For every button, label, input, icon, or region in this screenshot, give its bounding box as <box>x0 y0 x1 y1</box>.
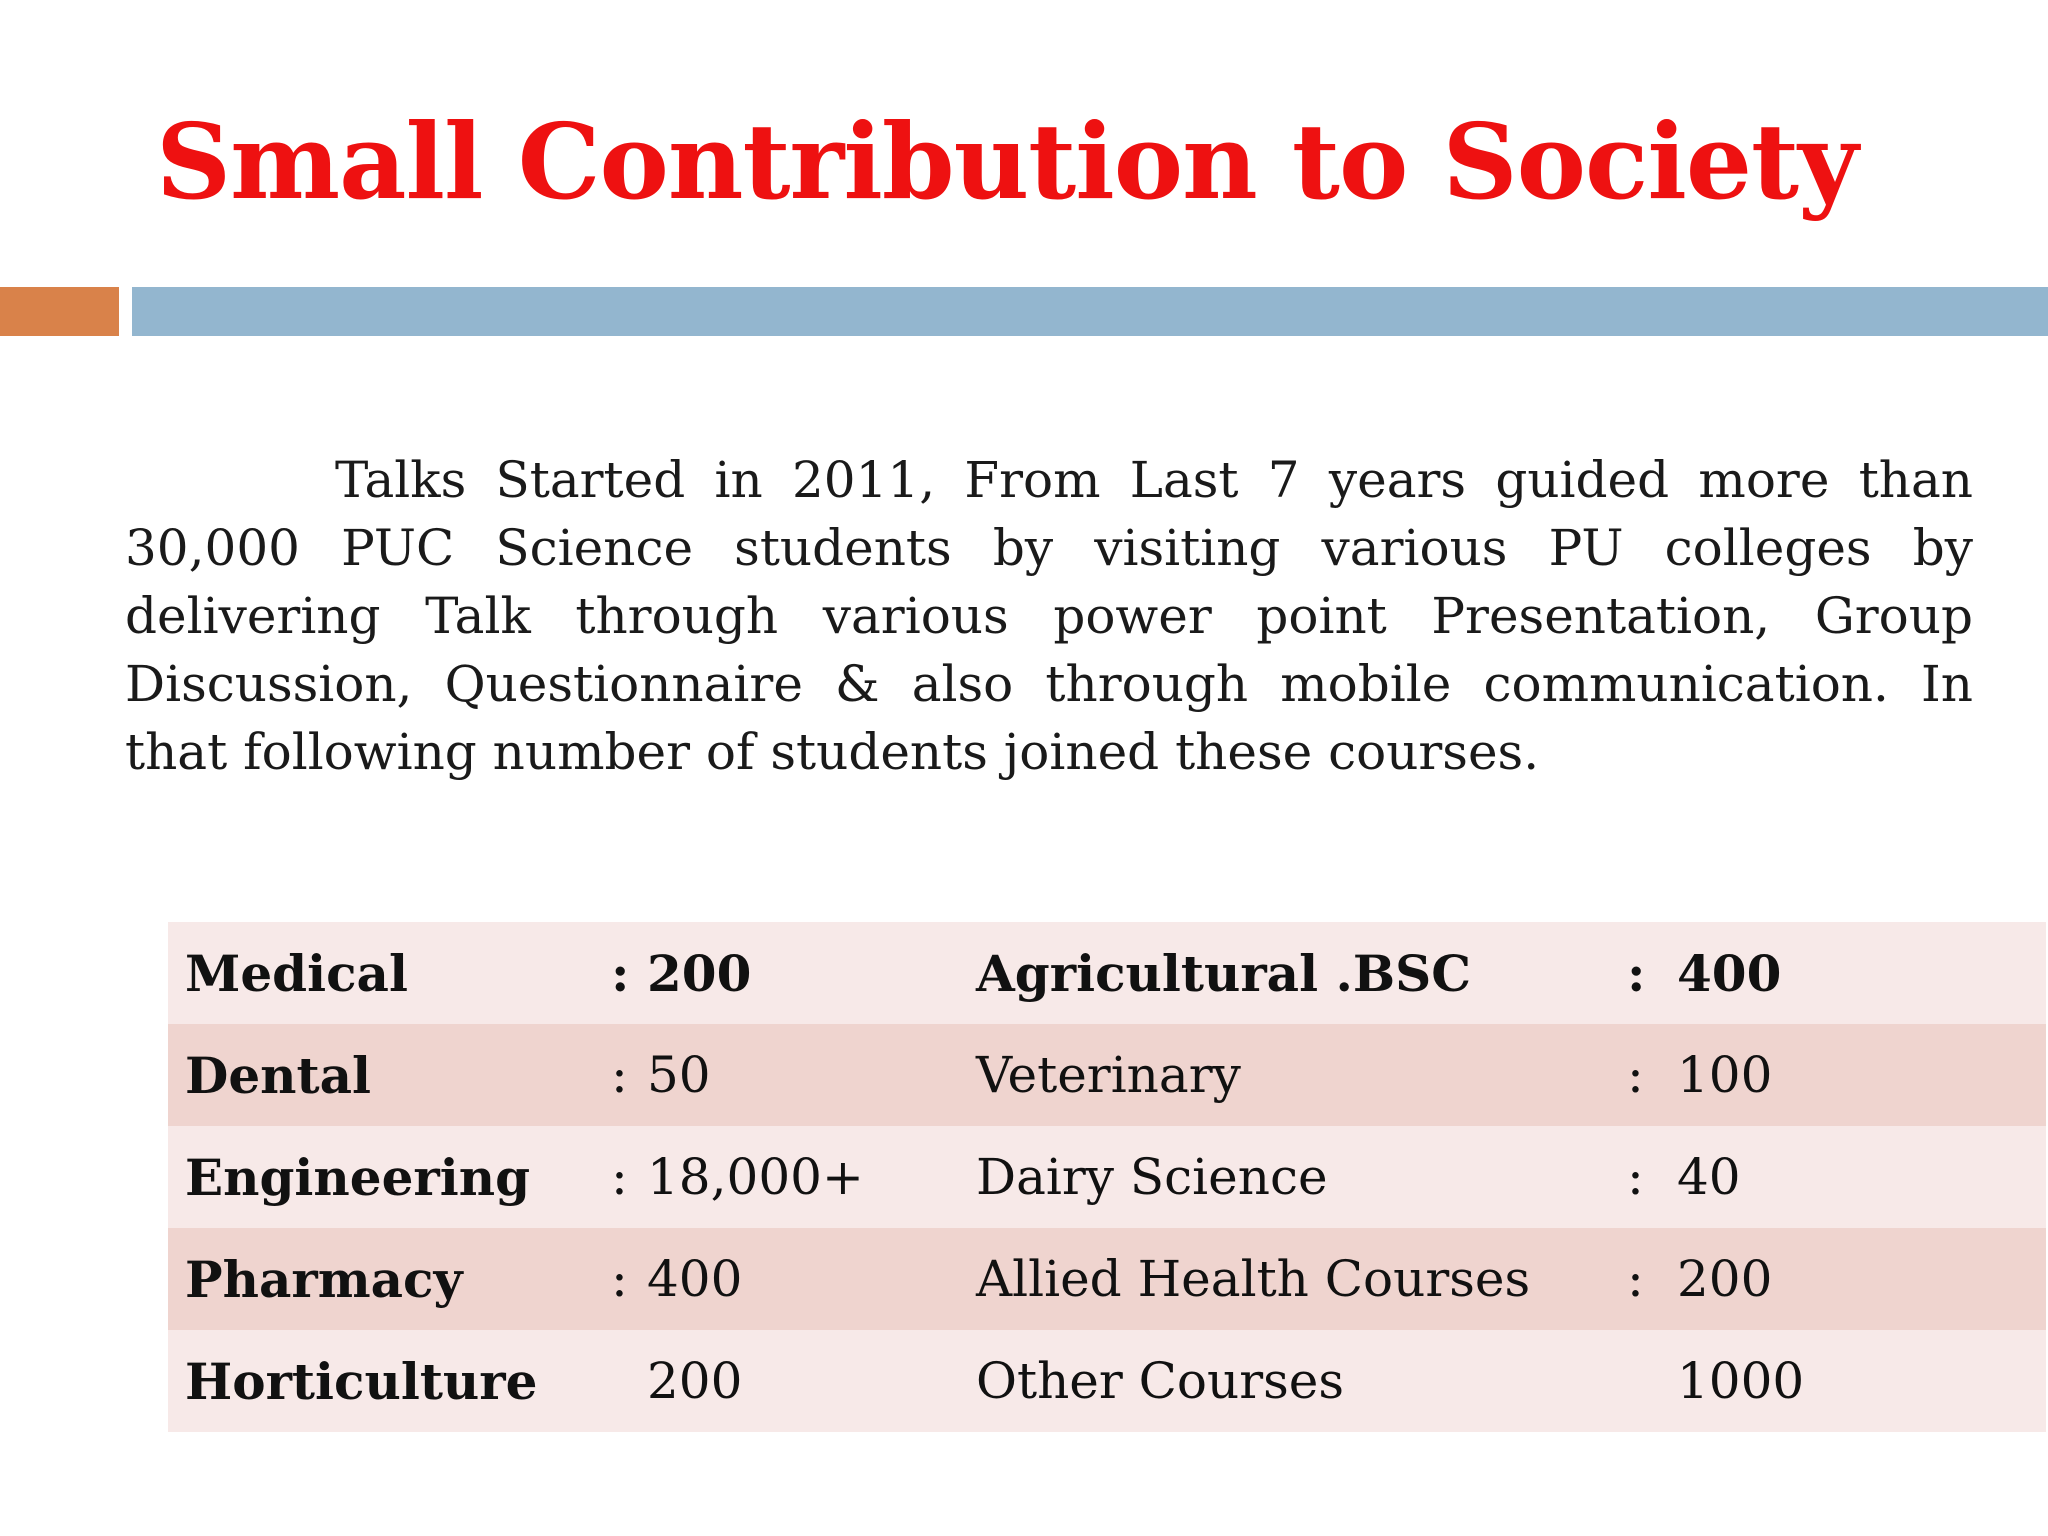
separator: : <box>1627 1250 1644 1308</box>
course-count: 40 <box>1677 1148 1741 1206</box>
table-row: Medical : 200 Agricultural .BSC : 400 <box>168 922 2046 1024</box>
course-count: 50 <box>647 1046 711 1104</box>
separator: : <box>611 1148 628 1206</box>
course-count: 400 <box>647 1250 743 1308</box>
table-row: Pharmacy : 400 Allied Health Courses : 2… <box>168 1228 2046 1330</box>
course-name: Dairy Science <box>976 1148 1328 1206</box>
intro-paragraph: Talks Started in 2011, From Last 7 years… <box>125 451 1973 781</box>
accent-bar-blue <box>132 287 2048 336</box>
separator: : <box>1627 943 1646 1003</box>
course-name: Pharmacy <box>185 1249 463 1309</box>
course-count: 400 <box>1677 943 1782 1003</box>
course-name: Agricultural .BSC <box>976 943 1472 1003</box>
slide-title: Small Contribution to Society <box>156 100 1858 223</box>
course-count: 100 <box>1677 1046 1773 1104</box>
table-row: Horticulture 200 Other Courses 1000 <box>168 1330 2046 1432</box>
separator <box>1627 1330 1677 1432</box>
course-table: Medical : 200 Agricultural .BSC : 400 De… <box>168 922 2046 1432</box>
course-count: 200 <box>647 1352 743 1410</box>
course-name: Horticulture <box>185 1351 538 1411</box>
course-name: Medical <box>185 943 408 1003</box>
course-name: Dental <box>185 1045 372 1105</box>
course-count: 1000 <box>1677 1352 1805 1410</box>
separator: : <box>1627 1148 1644 1206</box>
separator: : <box>611 943 630 1003</box>
course-name: Allied Health Courses <box>976 1250 1531 1308</box>
separator: : <box>611 1046 628 1104</box>
course-name: Other Courses <box>976 1352 1345 1410</box>
course-count: 200 <box>1677 1250 1773 1308</box>
separator: : <box>1627 1046 1644 1104</box>
accent-bar-orange <box>0 287 119 336</box>
course-name: Engineering <box>185 1147 531 1207</box>
course-name: Veterinary <box>976 1046 1241 1104</box>
table-row: Dental : 50 Veterinary : 100 <box>168 1024 2046 1126</box>
separator: : <box>611 1250 628 1308</box>
course-count: 200 <box>647 943 752 1003</box>
separator <box>611 1330 647 1432</box>
course-count: 18,000+ <box>647 1148 864 1206</box>
table-row: Engineering : 18,000+ Dairy Science : 40 <box>168 1126 2046 1228</box>
